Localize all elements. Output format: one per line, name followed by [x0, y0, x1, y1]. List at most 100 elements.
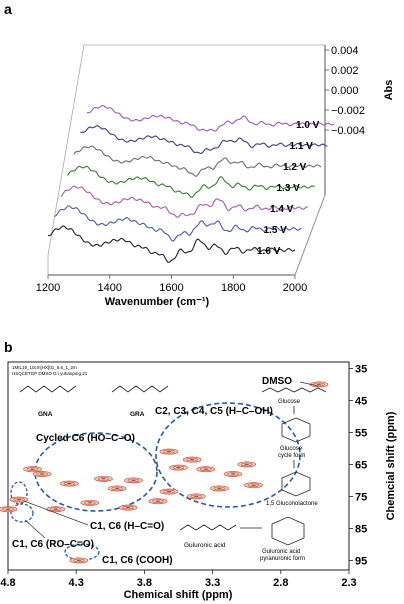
hsqc-y-tick-label: 35	[355, 363, 367, 375]
dmso-label: DMSO	[262, 376, 292, 387]
ftir-trace-10V	[87, 104, 335, 132]
dmso-leader-line	[299, 381, 319, 387]
gra-structure	[111, 385, 169, 393]
hsqc-peak	[159, 488, 179, 495]
ftir-trace-11V	[80, 125, 328, 154]
gna-structure	[19, 385, 77, 393]
panel-letter-b: b	[4, 339, 13, 355]
hsqc-peak	[159, 448, 179, 455]
guluronic-acid-structure	[179, 524, 237, 531]
hsqc-peak	[182, 456, 202, 463]
hsqc-x-tick-label: 3.3	[205, 577, 220, 589]
c1-c6-roco-label: C1, C6 (RO–C=O)	[12, 539, 94, 550]
guluronic-pyranuronic-structure	[271, 516, 305, 546]
hsqc-x-tick-label: 4.8	[0, 577, 15, 589]
glucose-label: Glucose	[278, 399, 301, 405]
ftir-series-label: 1.3 V	[277, 183, 301, 194]
hsqc-y-tick-label: 85	[355, 523, 367, 535]
panel-letter-a: a	[4, 1, 12, 17]
glucose-cycle-label-2: cycle form	[278, 453, 305, 459]
hsqc-peak	[169, 464, 188, 471]
c1-c6-hco-ellipse	[10, 481, 28, 505]
ftir-series-label: 1.6 V	[257, 246, 281, 257]
hsqc-peak	[244, 482, 263, 489]
ftir-trace-16V	[48, 225, 296, 263]
glucose-cycle-label-1: Glucose	[280, 446, 303, 452]
hsqc-peak	[148, 498, 168, 505]
gra-label: GRA	[130, 411, 145, 418]
ftir-trace-15V	[54, 205, 302, 242]
panel-a-x-axis-title: Wavenumber (cm⁻¹)	[105, 296, 210, 308]
panel-b-hsqc: 1MIL19_10cm[HX]01_5.6_1_2m HSQCETGP DMSO…	[0, 361, 397, 601]
ftir-x-tick-label: 1600	[159, 282, 183, 294]
hsqc-peak	[9, 496, 29, 503]
ftir-x-tick-label: 2000	[283, 282, 307, 294]
hsqc-peak	[60, 480, 79, 487]
hsqc-peak	[186, 493, 206, 500]
guluronic-acid-label: Guluronic acid	[184, 542, 226, 549]
hsqc-x-tick-label: 4.3	[69, 577, 84, 589]
hsqc-x-tick-label: 2.3	[341, 577, 356, 589]
ftir-trace-14V	[60, 185, 309, 218]
panel-a-z-axis-title: Abs	[383, 80, 395, 101]
ftir-z-tick-label: 0.002	[331, 65, 359, 77]
hsqc-peak	[223, 471, 243, 477]
hsqc-peak	[124, 477, 143, 484]
ftir-series-label: 1.4 V	[270, 204, 294, 215]
gluconolactone-structure	[281, 471, 311, 497]
ftir-x-tick-label: 1400	[98, 282, 122, 294]
hsqc-peak	[69, 557, 89, 564]
ftir-series-label: 1.1 V	[290, 141, 314, 152]
ftir-x-tick-label: 1200	[36, 282, 60, 294]
c1-c6-cooh-label: C1, C6 (COOH)	[102, 555, 173, 566]
glucose-structure	[261, 387, 327, 393]
hsqc-peak	[210, 485, 229, 492]
hsqc-y-tick-label: 55	[355, 427, 367, 439]
panel-b-x-axis-title: Chemical shift (ppm)	[124, 589, 233, 601]
c1-c6-roco-leader-line	[24, 519, 46, 539]
gluconolactone-label: 1,5 Gluconolactone	[266, 501, 318, 507]
c1-c6-roco-ellipse	[10, 503, 34, 523]
hsqc-y-tick-label: 75	[355, 491, 367, 503]
guluronic-pyr-label-2: pyranuronic form	[260, 556, 305, 562]
ftir-trace-13V	[67, 165, 315, 198]
panel-a-depth-axis	[294, 194, 326, 276]
cycled-c6-ellipse	[34, 432, 158, 512]
hsqc-y-tick-label: 45	[355, 395, 367, 407]
guluronic-pyr-label-1: Guluronic acid	[262, 549, 300, 555]
hsqc-x-tick-label: 2.8	[273, 577, 288, 589]
hsqc-peak	[94, 475, 113, 482]
ftir-series-label: 1.0 V	[296, 120, 320, 131]
ftir-series-label: 1.2 V	[283, 162, 307, 173]
hsqc-peak	[107, 485, 127, 492]
gna-label: GNA	[38, 411, 53, 418]
panel-a-ftir: 1200 1400 1600 1800 2000 0.004 0.002 0.000 −0.0…	[36, 44, 395, 308]
hsqc-x-tick-label: 3.8	[137, 577, 152, 589]
glucose-cycle-structure	[281, 417, 311, 443]
cycled-c6-label: Cycled C6 (HO–C–O)	[36, 433, 135, 444]
ftir-z-tick-label: −0.004	[331, 125, 365, 137]
c1-c6-hco-leader-line	[23, 500, 89, 526]
hsqc-peak	[46, 506, 66, 513]
hsqc-peak	[309, 381, 329, 388]
hsqc-peak	[32, 471, 52, 477]
hsqc-peak	[23, 466, 42, 473]
hsqc-peak	[196, 466, 216, 473]
spectrum-header-line-1: 1MIL19_10cm[HX]01_5.6_1_2m	[12, 365, 77, 370]
ftir-series-label: 1.5 V	[264, 225, 288, 236]
hsqc-peak	[237, 461, 257, 468]
c1-c6-hco-label: C1, C6 (H–C=O)	[90, 521, 164, 532]
panel-b-y-axis-title: Chemcial shift (ppm)	[385, 411, 397, 520]
ftir-z-tick-label: 0.004	[331, 45, 359, 57]
hsqc-peak	[0, 506, 18, 513]
spectrum-header-line-2: HSQCETGP DMSO D:\ yuhanping 21	[12, 371, 88, 376]
hsqc-peak	[80, 499, 100, 506]
hsqc-peak	[118, 504, 138, 511]
panel-a-frame	[47, 44, 326, 276]
ftir-z-tick-label: −0.002	[331, 105, 365, 117]
hsqc-y-tick-label: 65	[355, 459, 367, 471]
c2-c5-ellipse	[155, 402, 301, 508]
ftir-z-tick-label: 0.000	[331, 85, 359, 97]
ftir-x-tick-label: 1800	[221, 282, 245, 294]
